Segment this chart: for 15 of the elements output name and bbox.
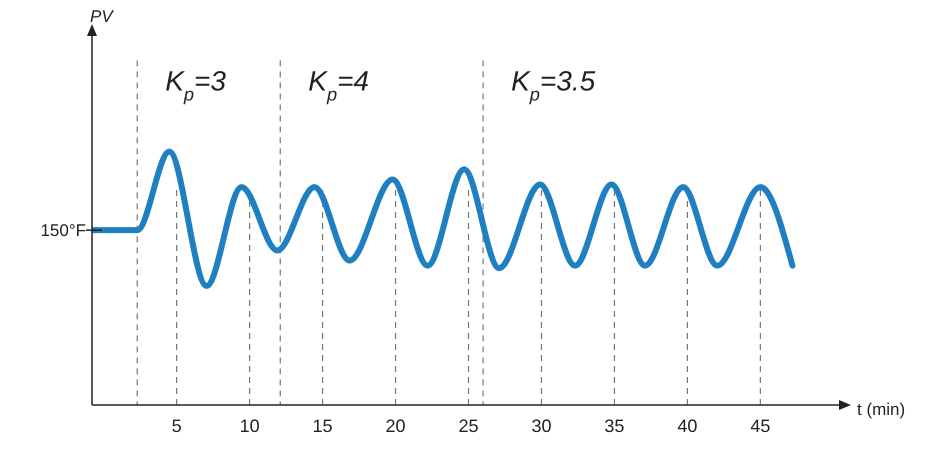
x-tick-label: 40 bbox=[677, 416, 698, 436]
text: PV bbox=[90, 7, 114, 26]
x-tick-label: 10 bbox=[240, 416, 260, 436]
text: 150°F bbox=[40, 221, 86, 240]
text: K$_{p}$=3.5 bbox=[511, 65, 596, 104]
x-axis-title: t (min) bbox=[857, 400, 906, 419]
x-tick-label: 15 bbox=[312, 416, 333, 436]
x-tick-label: 25 bbox=[458, 416, 479, 436]
x-tick-label: 20 bbox=[386, 416, 406, 436]
text: K$_{p}$=4 bbox=[308, 65, 369, 104]
text: K$_{p}$=3 bbox=[165, 65, 226, 104]
x-tick-label: 5 bbox=[172, 416, 182, 436]
x-tick-label: 30 bbox=[531, 416, 552, 436]
x-tick-label: 35 bbox=[604, 416, 624, 436]
x-tick-label: 45 bbox=[750, 416, 770, 436]
